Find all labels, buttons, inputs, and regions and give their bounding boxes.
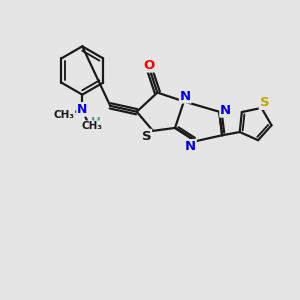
Text: N: N (77, 103, 88, 116)
Text: N: N (180, 90, 191, 103)
Text: O: O (143, 59, 154, 72)
Text: S: S (260, 96, 269, 109)
Text: N: N (220, 104, 231, 117)
Text: H: H (91, 116, 100, 128)
Text: N: N (185, 140, 196, 153)
Text: CH₃: CH₃ (53, 110, 74, 120)
Text: CH₃: CH₃ (81, 121, 102, 131)
Text: S: S (142, 130, 151, 143)
